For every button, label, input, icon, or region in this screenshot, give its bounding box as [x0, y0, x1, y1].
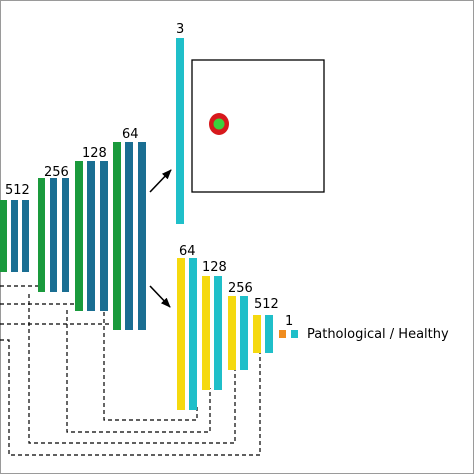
decoder-0-cyan-bar — [189, 258, 197, 410]
decoder-0-yellow-bar — [177, 258, 185, 410]
segmentation-bar — [176, 38, 184, 224]
encoder-3-blue-bar-1 — [125, 142, 133, 330]
skip-connection-6 — [28, 294, 236, 444]
segmentation-head-label: 3 — [176, 22, 184, 37]
lesion-core — [213, 118, 225, 130]
encoder-2-label: 128 — [82, 146, 107, 161]
encoder-2-blue-bar-1 — [87, 161, 95, 311]
skip-connection-7 — [0, 339, 261, 456]
decoder-4-cyan-bar — [291, 330, 298, 338]
encoder-0-blue-bar-2 — [22, 200, 29, 272]
decoder-4-label: 1 — [285, 314, 293, 329]
decoder-2-yellow-bar — [228, 296, 236, 370]
skip-connection-5 — [66, 310, 211, 433]
encoder-3-label: 64 — [122, 127, 139, 142]
decoder: 64 128 256 512 1 Pathological / Healthy — [177, 244, 449, 410]
encoder-1-blue-bar-2 — [62, 178, 69, 292]
classification-label: Pathological / Healthy — [307, 327, 449, 342]
decoder-0-label: 64 — [179, 244, 196, 259]
encoder-3-green-bar — [113, 142, 121, 330]
decoder-4-orange-bar — [279, 330, 286, 338]
arrow-icon — [149, 285, 171, 308]
decoder-2-label: 256 — [228, 281, 253, 296]
encoder-1-green-bar — [38, 178, 45, 292]
encoder-0-label: 512 — [5, 183, 30, 198]
skip-connections — [0, 285, 261, 456]
decoder-3-label: 512 — [254, 297, 279, 312]
encoder-1-label: 256 — [44, 165, 69, 180]
encoder-3-blue-bar-2 — [138, 142, 146, 330]
decoder-1-yellow-bar — [202, 276, 210, 390]
decoder-1-label: 128 — [202, 260, 227, 275]
encoder: 512 256 128 64 — [0, 127, 146, 330]
decoder-1-cyan-bar — [214, 276, 222, 390]
encoder-2-green-bar — [75, 161, 83, 311]
skip-connection-4 — [103, 312, 198, 421]
arrow-icon — [149, 169, 172, 193]
encoder-0-green-bar — [0, 200, 7, 272]
decoder-3-cyan-bar — [265, 315, 273, 353]
decoder-2-cyan-bar — [240, 296, 248, 370]
encoder-0-blue-bar-1 — [11, 200, 18, 272]
encoder-2-blue-bar-2 — [100, 161, 108, 311]
decoder-3-yellow-bar — [253, 315, 261, 353]
encoder-1-blue-bar-1 — [50, 178, 57, 292]
segmentation-head: 3 — [176, 22, 325, 224]
